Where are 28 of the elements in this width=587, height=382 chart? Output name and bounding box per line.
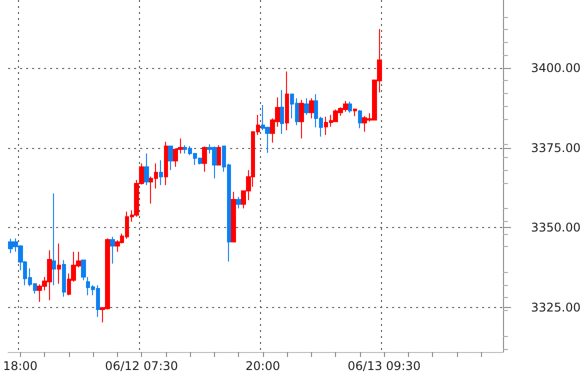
x-tick-label: 06/13 09:30: [348, 359, 421, 373]
y-tick-label: 3325.00: [531, 300, 581, 314]
candlestick: [168, 146, 173, 171]
candlestick: [164, 141, 168, 186]
candlestick: [231, 191, 236, 242]
y-tick-label: 3375.00: [531, 140, 581, 155]
candlestick: [110, 236, 115, 264]
candlestick: [57, 242, 61, 284]
candlestick: [62, 260, 66, 298]
x-tick-label: 20:00: [246, 359, 280, 373]
candlestick: [159, 160, 163, 186]
candlestick: [285, 70, 289, 131]
x-tick-label: 06/12 07:30: [105, 359, 178, 373]
y-tick-label: 3400.00: [531, 60, 581, 75]
candlestick: [309, 98, 314, 119]
candlestick: [202, 146, 207, 172]
candlestick: [217, 144, 221, 166]
y-tick-label: 3350.00: [531, 220, 581, 235]
candlestick: [280, 89, 284, 135]
candlestick: [144, 153, 149, 186]
candlestick: [236, 196, 241, 209]
candlestick: [358, 110, 362, 129]
candlestick: [299, 99, 304, 139]
candlestick: [304, 98, 309, 116]
candlestick: [52, 192, 56, 286]
candlestick: [348, 101, 352, 114]
x-tick-label: 18:00: [2, 359, 38, 373]
candlestick: [353, 108, 357, 117]
